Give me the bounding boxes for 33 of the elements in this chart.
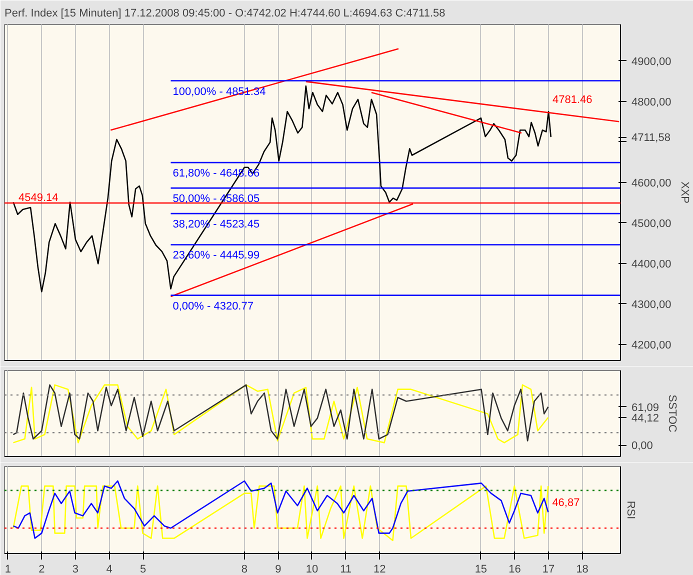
x-tick-label: 12 xyxy=(373,564,386,575)
series-label: 0,00% - 4320.77 xyxy=(172,300,254,312)
annotation: 46,87 xyxy=(552,497,580,510)
y-tick-label: 0,00 xyxy=(632,440,653,452)
y-tick-label: 4400,00 xyxy=(632,258,672,270)
x-tick-label: 1 xyxy=(4,564,11,575)
y-tick-label: 4500,00 xyxy=(632,218,672,230)
annotation: 4781.46 xyxy=(552,94,592,106)
y-tick-label: 61,09 xyxy=(632,402,660,414)
x-tick-label: 2 xyxy=(38,564,45,575)
y-tick-label: 4600,00 xyxy=(632,177,672,190)
y-axis-title: RSI xyxy=(624,500,636,520)
y-tick-label: 4711,58 xyxy=(632,132,670,144)
x-tick-label: 15 xyxy=(474,564,488,575)
x-tick-label: 16 xyxy=(508,564,521,575)
ref-line-label: 4549.14 xyxy=(18,192,58,204)
y-tick-label: 44,12 xyxy=(632,412,660,425)
y-axis-title: XXP xyxy=(678,181,690,204)
x-tick-label: 5 xyxy=(140,564,146,575)
x-tick-label: 17 xyxy=(542,564,555,575)
x-tick-label: 4 xyxy=(106,564,112,575)
y-tick-label: 4200,00 xyxy=(632,339,672,352)
x-tick-label: 10 xyxy=(306,564,318,575)
chart-title: Perf. Index [15 Minuten] 17.12.2008 09:45:00 - O:4742.02 H:4744.60 L:4694.63 C:4711.58 xyxy=(4,8,446,20)
x-tick-label: 18 xyxy=(576,564,588,575)
y-tick-label: 4900,00 xyxy=(632,56,672,68)
x-tick-label: 3 xyxy=(72,564,79,575)
x-tick-label: 8 xyxy=(241,564,248,575)
y-tick-label: 4300,00 xyxy=(632,298,672,311)
x-tick-label: 9 xyxy=(275,564,282,575)
y-tick-label: 4800,00 xyxy=(632,96,672,108)
x-tick-label: 11 xyxy=(340,564,352,575)
y-axis-title: SSTOC xyxy=(666,394,678,432)
